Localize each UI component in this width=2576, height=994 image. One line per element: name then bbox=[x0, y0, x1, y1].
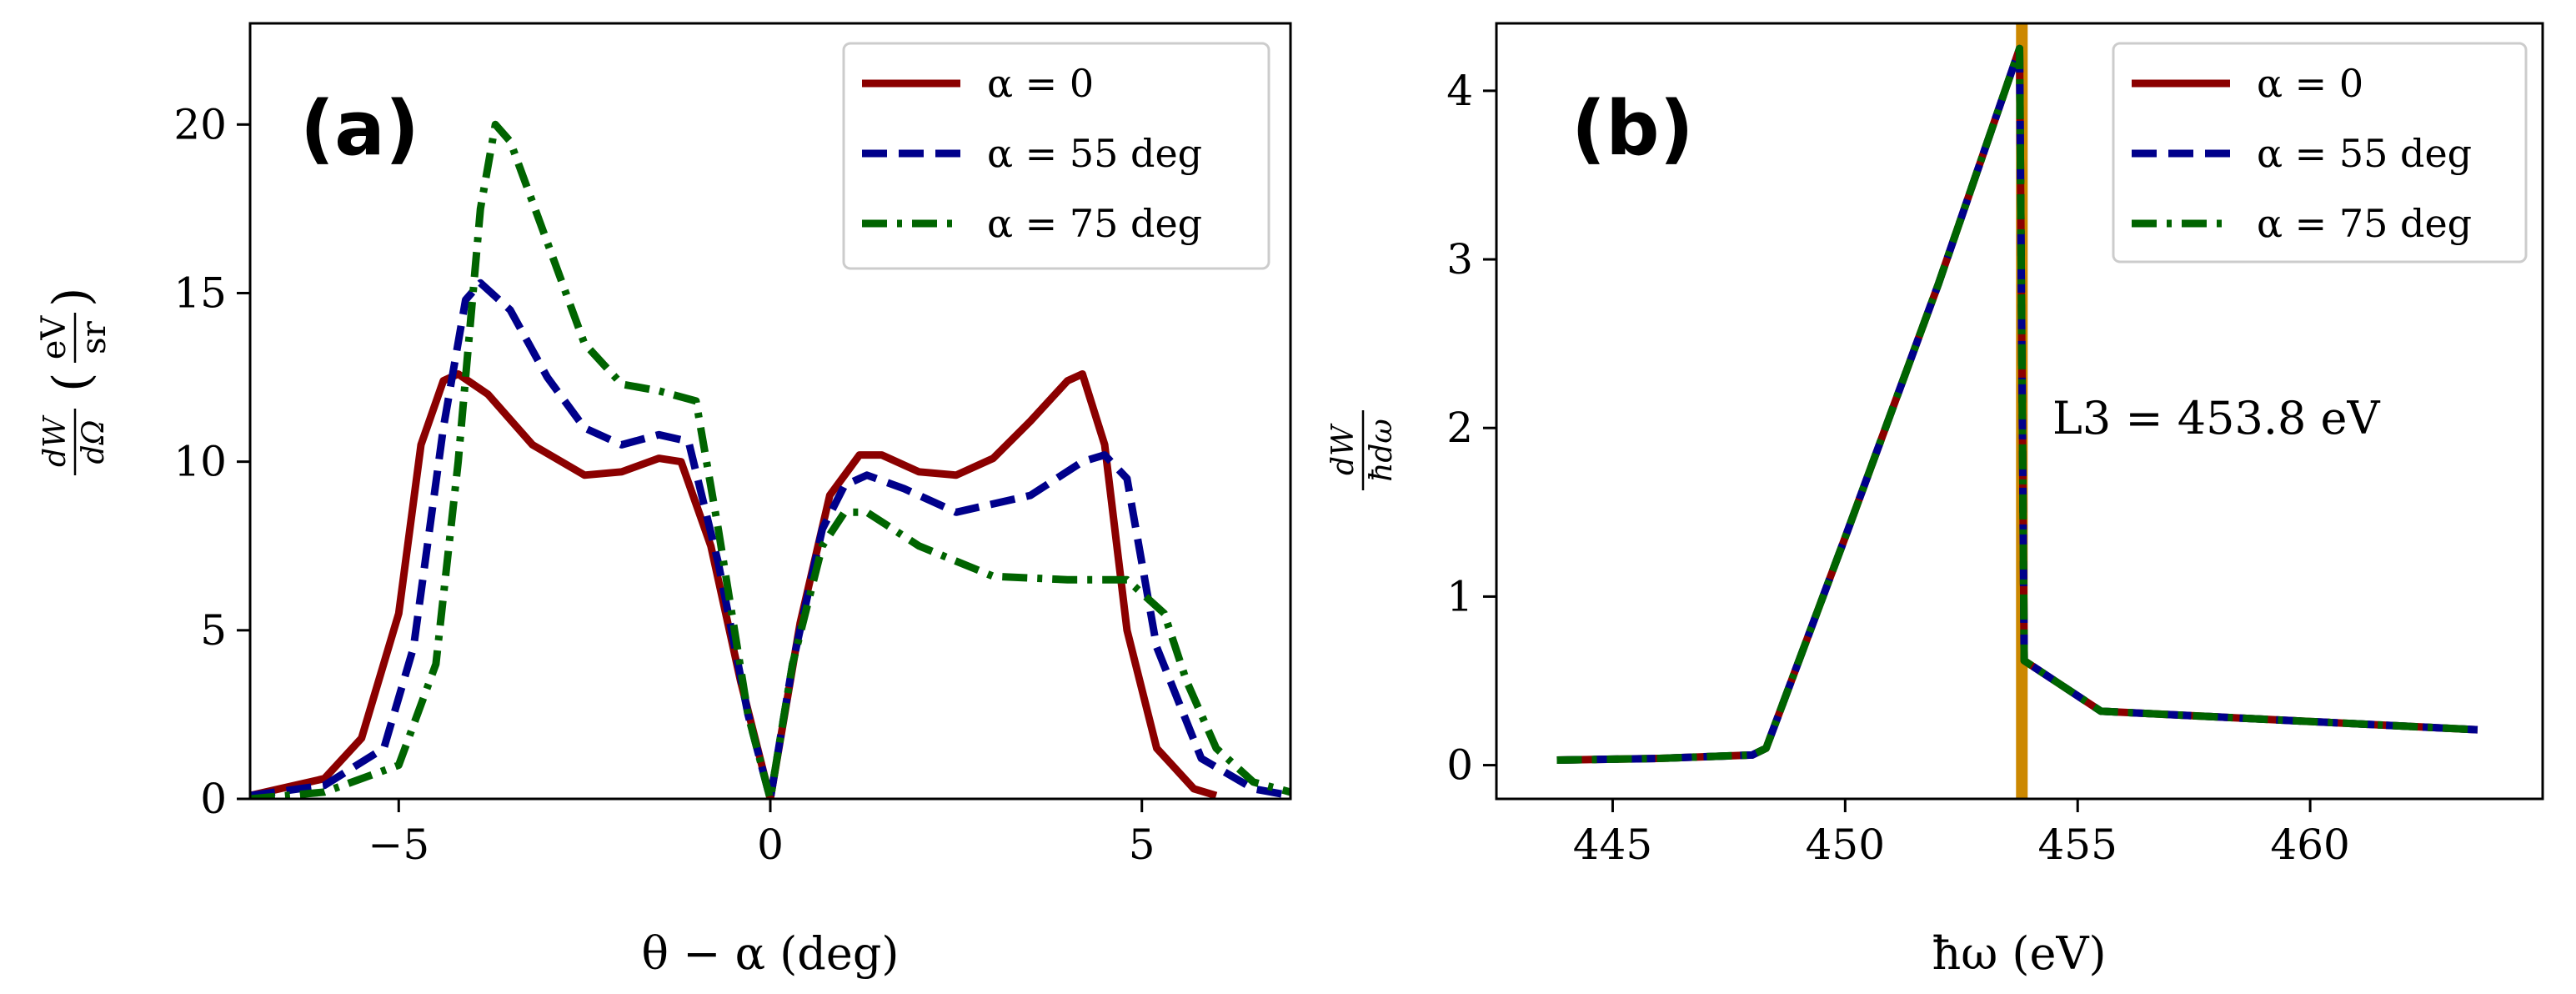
ytick-label: 0 bbox=[200, 775, 227, 823]
panel-b-xlabel: ħω (eV) bbox=[1932, 927, 2106, 980]
panel-a-xlabel: θ − α (deg) bbox=[642, 927, 900, 980]
ytick-label: 4 bbox=[1446, 67, 1473, 115]
ytick-label: 5 bbox=[200, 606, 227, 655]
xtick-label: 455 bbox=[2038, 821, 2117, 869]
panel-a-label: (a) bbox=[300, 85, 419, 173]
panel-a-series-layer bbox=[250, 120, 1291, 799]
panel-b-ylabel: dW ħdω bbox=[1326, 410, 1399, 490]
xtick-label: 460 bbox=[2270, 821, 2349, 869]
panel-b-label: (b) bbox=[1571, 85, 1694, 173]
panel-a-xticks: −5 0 5 bbox=[368, 799, 1155, 869]
panel-a-ylabel: dW dΩ ( eV sr ) bbox=[35, 288, 113, 475]
panel-a-ylabel-lparen: ( bbox=[43, 373, 101, 392]
panel-b-frame bbox=[1495, 22, 2544, 801]
series-line-a-1 bbox=[250, 279, 1291, 799]
series-line-a-0 bbox=[250, 370, 1218, 799]
legend-entry: α = 0 bbox=[987, 61, 1094, 106]
panel-b-annotation: L3 = 453.8 eV bbox=[2052, 392, 2381, 444]
ytick-label: 0 bbox=[1446, 741, 1473, 790]
ytick-label: 20 bbox=[173, 100, 227, 148]
ytick-label: 3 bbox=[1446, 235, 1473, 284]
legend-box bbox=[2112, 42, 2528, 264]
legend-box bbox=[842, 42, 1270, 270]
panel-b-xticks: 445 450 455 460 bbox=[1573, 799, 2350, 869]
panel-a-ylabel-den: dΩ bbox=[77, 420, 111, 464]
legend-entry: α = 0 bbox=[2257, 61, 2363, 106]
panel-a-ylabel-rparen: ) bbox=[43, 288, 101, 307]
ytick-label: 15 bbox=[173, 269, 227, 317]
xtick-label: 0 bbox=[757, 821, 784, 869]
xtick-label: 450 bbox=[1806, 821, 1885, 869]
panel-b-series-layer bbox=[1556, 23, 2478, 799]
panel-b-ylabel-den: ħdω bbox=[1365, 419, 1399, 482]
legend-entry: α = 75 deg bbox=[2257, 201, 2472, 246]
legend-entry: α = 75 deg bbox=[987, 201, 1202, 246]
legend-entry: α = 55 deg bbox=[987, 131, 1202, 176]
legend-entry: α = 55 deg bbox=[2257, 131, 2472, 176]
series-line-b-2 bbox=[1556, 44, 2478, 764]
panel-a-ylabel-num: dW bbox=[38, 414, 73, 467]
panel-b-legend: α = 0 α = 55 deg α = 75 deg bbox=[2112, 42, 2528, 264]
panel-a-yticks: 0 5 10 15 20 bbox=[173, 100, 250, 823]
xtick-label: 5 bbox=[1129, 821, 1155, 869]
panel-a-ylabel-unit-num: eV bbox=[35, 315, 73, 360]
panel-b-ylabel-num: dW bbox=[1326, 423, 1361, 475]
panel-b-yticks: 0 1 2 3 4 bbox=[1446, 67, 1496, 790]
panel-b: 445 450 455 460 0 1 2 3 4 (b) ħω (eV) dW ħdω L3… bbox=[1326, 22, 2544, 980]
panel-a-legend: α = 0 α = 55 deg α = 75 deg bbox=[842, 42, 1270, 270]
xtick-label: 445 bbox=[1573, 821, 1652, 869]
ytick-label: 2 bbox=[1446, 404, 1473, 452]
panel-a-ylabel-unit-den: sr bbox=[75, 320, 113, 354]
xtick-label: −5 bbox=[368, 821, 429, 869]
ytick-label: 1 bbox=[1446, 572, 1473, 620]
panel-a: −5 0 5 0 5 10 15 20 (a) θ − α (deg) dW dΩ ( eV… bbox=[35, 22, 1292, 980]
ytick-label: 10 bbox=[173, 438, 227, 486]
